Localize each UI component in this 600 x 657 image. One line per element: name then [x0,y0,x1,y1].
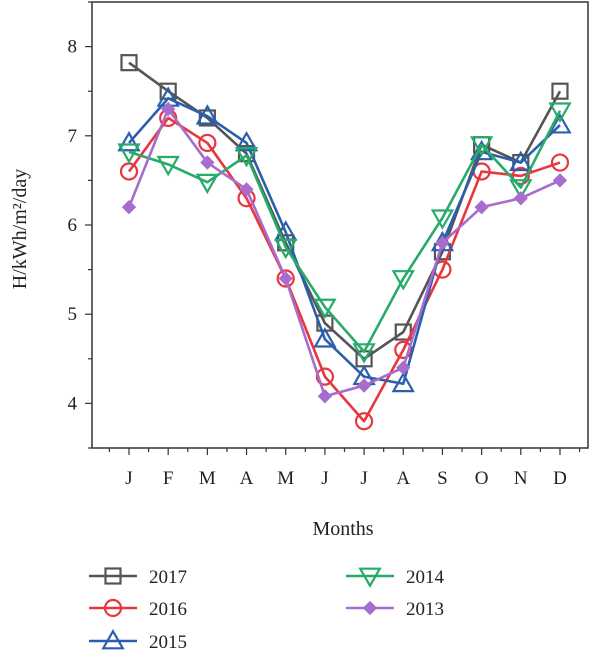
legend-marker [101,629,125,650]
data-point-2014 [117,143,141,164]
data-point-2014 [156,155,180,177]
legend-item-2015: 2015 [89,629,187,653]
x-tick-label: M [277,468,294,489]
data-point-2014 [313,298,337,320]
x-tick-label: M [199,468,216,489]
data-point-2016 [511,166,530,186]
legend-marker [104,567,122,585]
x-axis-title: Months [312,518,373,540]
x-tick-label: J [360,468,367,489]
data-point-2016 [276,269,295,288]
series-line-2013 [127,107,561,398]
legend-label: 2015 [149,632,187,653]
legend-item-2017: 2017 [89,567,187,588]
axes: 4 5 6 7 8 J F M A M J J A S O N D [68,1,589,489]
data-point-2014 [234,146,259,168]
y-tick-label: 5 [68,304,78,325]
data-point-2016 [315,367,334,386]
x-tick-label: D [553,468,567,489]
data-point-2013 [435,235,450,250]
legend-marker [362,600,378,616]
series-layer [117,54,572,431]
data-point-2014 [469,136,494,157]
data-point-2013 [474,200,489,215]
data-point-2013 [356,378,372,393]
x-tick-label: A [396,468,410,489]
data-point-2017 [551,82,569,100]
data-point-2013 [161,101,176,117]
data-point-2015 [509,150,533,171]
y-tick-label: 7 [68,126,78,147]
data-point-2015 [548,113,572,134]
legend-label: 2016 [149,599,187,620]
x-tick-label: J [321,468,328,489]
plot-frame [91,1,589,449]
series-line-2016 [127,116,561,423]
x-tick-label: O [475,468,489,489]
data-point-2014 [352,343,376,364]
y-axis-title: H/kWh/m²/day [9,169,31,289]
data-point-2015 [117,130,141,152]
legend-label: 2014 [406,567,445,588]
data-point-2014 [274,238,298,260]
y-tick-label: 8 [68,37,78,58]
data-point-2013 [513,191,528,206]
data-point-2015 [234,130,259,152]
x-tick-label: A [240,468,254,489]
data-point-2013 [121,200,137,215]
data-point-2014 [195,173,220,195]
data-point-2016 [198,133,217,153]
x-tick-label: J [125,468,132,489]
data-point-2014 [391,270,415,291]
data-point-2017 [120,54,138,72]
data-point-2013 [317,389,333,404]
legend-label: 2013 [406,599,444,620]
y-tick-label: 6 [68,215,78,236]
data-point-2016 [550,153,570,172]
series-line-2017 [128,61,562,361]
data-point-2016 [354,412,374,431]
data-point-2014 [430,209,455,230]
series-2017 [120,54,569,368]
series-2014 [117,102,572,364]
x-tick-label: F [163,468,174,489]
legend-item-2016: 2016 [89,598,187,620]
data-point-2013 [239,182,254,197]
data-point-2013 [278,271,293,286]
legend-marker [358,567,382,588]
data-point-2013 [396,360,411,375]
x-tick-label: N [514,468,528,489]
legend-marker [103,598,123,618]
data-point-2014 [548,102,572,123]
legend-item-2014: 2014 [346,567,445,588]
data-point-2015 [195,104,220,125]
data-point-2013 [552,173,568,188]
series-2013 [121,101,568,404]
data-point-2016 [394,340,413,359]
legend: 2017 2016 2015 2014 2013 [89,567,445,653]
y-tick-label: 4 [68,393,78,414]
legend-item-2013: 2013 [346,599,444,620]
data-point-2014 [509,179,533,200]
series-line-2014 [128,110,562,353]
data-point-2015 [391,371,415,393]
legend-label: 2017 [149,567,187,588]
data-point-2013 [200,155,215,170]
x-tick-label: S [437,468,448,489]
data-point-2015 [313,327,337,348]
